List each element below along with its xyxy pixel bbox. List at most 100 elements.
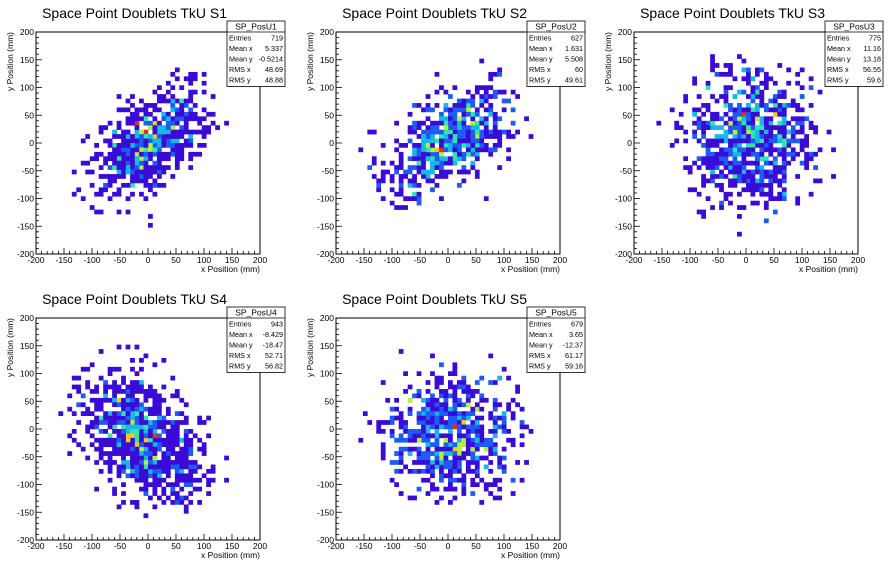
histogram-bin: [452, 397, 458, 403]
histogram-bin: [488, 134, 494, 139]
histogram-bin: [497, 477, 503, 483]
histogram-bin: [483, 94, 489, 99]
histogram-bin: [683, 165, 689, 170]
histogram-bin: [497, 116, 503, 122]
histogram-bin: [439, 156, 444, 162]
histogram-bin: [116, 120, 122, 126]
histogram-bin: [710, 169, 715, 175]
histogram-bin: [394, 406, 400, 412]
histogram-bin: [430, 169, 435, 175]
histogram-bin: [192, 460, 198, 465]
histogram-bin: [452, 442, 458, 448]
histogram-bin: [134, 389, 140, 394]
x-tick-label: -150: [55, 541, 72, 551]
histogram-bin: [80, 402, 86, 408]
histogram-bin: [705, 151, 711, 157]
histogram-bin: [98, 165, 104, 170]
chart-title: Space Point Doublets TkU S1: [42, 5, 227, 21]
histogram-bin: [165, 420, 171, 425]
histogram-bin: [407, 429, 413, 434]
histogram-bin: [192, 129, 198, 135]
histogram-bin: [152, 143, 158, 148]
histogram-bin: [89, 389, 95, 394]
histogram-bin: [777, 94, 783, 99]
histogram-bin: [188, 80, 194, 86]
histogram-bin: [497, 486, 503, 492]
histogram-bin: [732, 125, 738, 130]
histogram-bin: [183, 473, 189, 479]
histogram-bin: [71, 384, 77, 390]
histogram-bin: [152, 116, 158, 122]
histogram-bin: [112, 134, 117, 139]
histogram-bin: [737, 134, 742, 139]
histogram-bin: [170, 94, 176, 99]
histogram-bin: [746, 134, 751, 139]
histogram-bin: [710, 94, 715, 99]
histogram-bin: [492, 451, 498, 456]
histogram-bin: [434, 402, 440, 408]
histogram-bin: [746, 71, 751, 77]
histogram-bin: [723, 71, 729, 77]
histogram-bin: [71, 169, 77, 175]
histogram-bin: [398, 455, 404, 461]
histogram-bin: [479, 500, 485, 505]
histogram-bin: [772, 165, 778, 170]
histogram-bin: [714, 182, 720, 188]
histogram-bin: [732, 156, 738, 162]
histogram-bin: [407, 468, 413, 474]
histogram-bin: [737, 147, 742, 153]
histogram-bin: [510, 107, 516, 113]
x-tick-label: 50: [171, 541, 181, 551]
histogram-bin: [416, 160, 422, 166]
histogram-bin: [94, 191, 100, 197]
histogram-bin: [479, 397, 485, 403]
histogram-bin: [510, 477, 516, 483]
histogram-bin: [772, 80, 778, 86]
histogram-bin: [174, 424, 180, 430]
histogram-bin: [461, 134, 467, 139]
histogram-bin: [470, 451, 476, 456]
histogram-bin: [188, 156, 194, 162]
histogram-bin: [443, 406, 449, 412]
histogram-bin: [143, 406, 149, 412]
y-tick-label: 50: [25, 396, 35, 406]
histogram-bin: [746, 107, 751, 113]
histogram-bin: [170, 442, 176, 448]
histogram-bin: [130, 151, 135, 157]
histogram-bin: [439, 169, 444, 175]
histogram-bin: [439, 165, 444, 170]
histogram-bin: [125, 402, 131, 408]
histogram-bin: [474, 389, 480, 394]
histogram-bin: [759, 67, 765, 73]
histogram-bin: [421, 411, 426, 416]
histogram-bin: [728, 67, 733, 73]
histogram-bin: [116, 107, 122, 113]
histogram-bin: [116, 169, 122, 175]
histogram-bin: [465, 107, 471, 113]
histogram-bin: [125, 120, 131, 126]
histogram-bin: [470, 460, 476, 465]
histogram-bin: [519, 477, 525, 483]
histogram-bin: [430, 107, 435, 113]
histogram-bin: [786, 151, 792, 157]
histogram-bin: [470, 120, 476, 126]
stats-name: SP_PosU5: [535, 308, 577, 318]
histogram-bin: [94, 384, 100, 390]
histogram-bin: [143, 477, 149, 483]
histogram-bin: [728, 160, 733, 166]
histogram-bin: [403, 464, 408, 470]
histogram-bin: [98, 442, 104, 448]
histogram-bin: [179, 473, 185, 479]
histogram-bin: [461, 415, 467, 421]
histogram-bin: [705, 85, 711, 91]
histogram-bin: [439, 420, 444, 425]
histogram-bin: [367, 129, 373, 135]
histogram-bin: [799, 129, 805, 135]
histogram-bin: [443, 143, 449, 148]
histogram-bin: [170, 138, 176, 144]
histogram-bin: [461, 125, 467, 130]
y-tick-label: 50: [25, 110, 35, 120]
histogram-bin: [510, 120, 516, 126]
stats-value: 60: [575, 65, 583, 74]
histogram-bin: [179, 468, 185, 474]
